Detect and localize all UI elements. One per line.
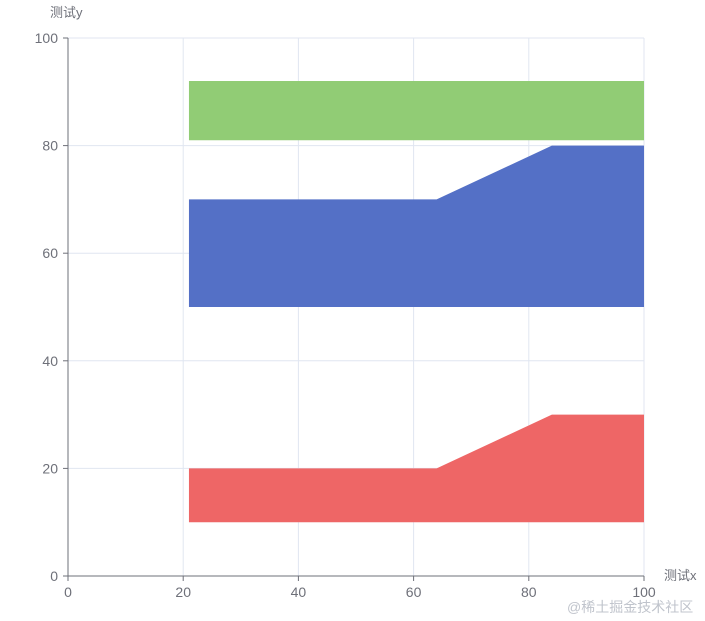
area-band-1 bbox=[188, 414, 644, 523]
x-tick-label: 40 bbox=[291, 584, 307, 600]
y-tick-label: 80 bbox=[42, 138, 58, 154]
x-axis-label: 测试x bbox=[664, 568, 697, 583]
areas bbox=[188, 81, 644, 523]
y-tick-label: 100 bbox=[35, 30, 59, 46]
area-band-3 bbox=[188, 81, 644, 141]
x-tick-label: 80 bbox=[521, 584, 537, 600]
x-tick-label: 0 bbox=[64, 584, 72, 600]
axes bbox=[63, 37, 645, 581]
y-tick-label: 0 bbox=[50, 568, 58, 584]
x-tick-label: 20 bbox=[175, 584, 191, 600]
x-tick-label: 60 bbox=[406, 584, 422, 600]
y-tick-label: 40 bbox=[42, 353, 58, 369]
area-band-2 bbox=[188, 145, 644, 307]
y-axis-label: 测试y bbox=[50, 5, 83, 20]
y-tick-label: 60 bbox=[42, 245, 58, 261]
tick-labels: 0 20 40 60 80 100 0 20 40 60 80 100 bbox=[35, 30, 656, 600]
watermark: @稀土掘金技术社区 bbox=[567, 599, 693, 615]
y-tick-label: 20 bbox=[42, 460, 58, 476]
x-tick-label: 100 bbox=[632, 584, 656, 600]
